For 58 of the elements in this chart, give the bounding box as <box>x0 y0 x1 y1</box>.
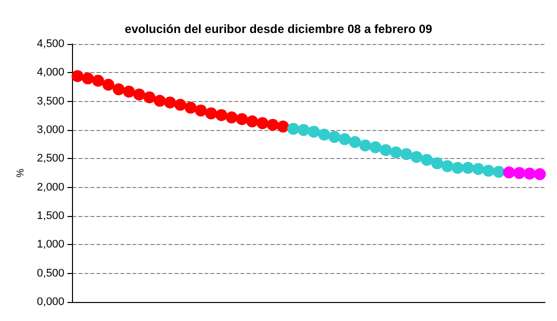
point <box>338 133 351 146</box>
point <box>441 160 454 172</box>
y-tick-label: 0,000 <box>36 296 64 308</box>
point <box>143 91 156 104</box>
point <box>492 166 505 178</box>
point <box>482 164 494 177</box>
y-tick-label: 4,500 <box>36 38 64 50</box>
point <box>236 113 248 126</box>
point <box>277 120 290 133</box>
point <box>102 78 114 91</box>
point <box>92 74 104 87</box>
point <box>308 126 320 138</box>
point <box>420 154 433 166</box>
y-tick-label: 2,500 <box>36 152 64 165</box>
point <box>513 167 526 179</box>
point <box>154 94 166 107</box>
chart-title: evolución del euribor desde diciembre 08 a febrero 09 <box>124 22 433 36</box>
point <box>431 157 444 170</box>
point <box>184 102 197 114</box>
y-tick-label: 2,000 <box>36 181 64 194</box>
y-tick-label: 3,000 <box>36 124 64 136</box>
point <box>72 70 84 82</box>
y-tick-label: 3,500 <box>36 95 64 108</box>
point <box>164 96 176 108</box>
point <box>348 136 361 148</box>
point <box>472 162 484 175</box>
point <box>410 150 423 163</box>
point <box>215 109 228 122</box>
point <box>359 139 372 152</box>
point <box>287 122 300 135</box>
point <box>122 86 135 98</box>
y-tick-label: 1,500 <box>36 210 64 222</box>
point <box>390 146 402 158</box>
point <box>400 148 412 160</box>
point <box>503 166 516 178</box>
point <box>298 124 310 136</box>
y-tick-label: 4,000 <box>36 66 64 79</box>
point <box>370 141 382 154</box>
point <box>380 144 392 156</box>
point <box>246 115 258 128</box>
point <box>534 168 546 180</box>
point <box>112 83 125 96</box>
point <box>256 117 268 130</box>
point <box>174 98 186 111</box>
point <box>226 111 238 124</box>
y-axis-title: % <box>16 168 26 178</box>
point <box>462 162 474 174</box>
point <box>194 104 207 117</box>
point <box>524 168 536 180</box>
point <box>205 107 218 120</box>
point <box>133 88 146 100</box>
point <box>328 130 340 143</box>
y-tick-label: 1,000 <box>36 238 64 251</box>
point <box>452 162 464 174</box>
point <box>82 72 94 84</box>
point <box>266 118 279 131</box>
y-tick-label: 0,500 <box>36 267 64 280</box>
point <box>318 128 330 141</box>
